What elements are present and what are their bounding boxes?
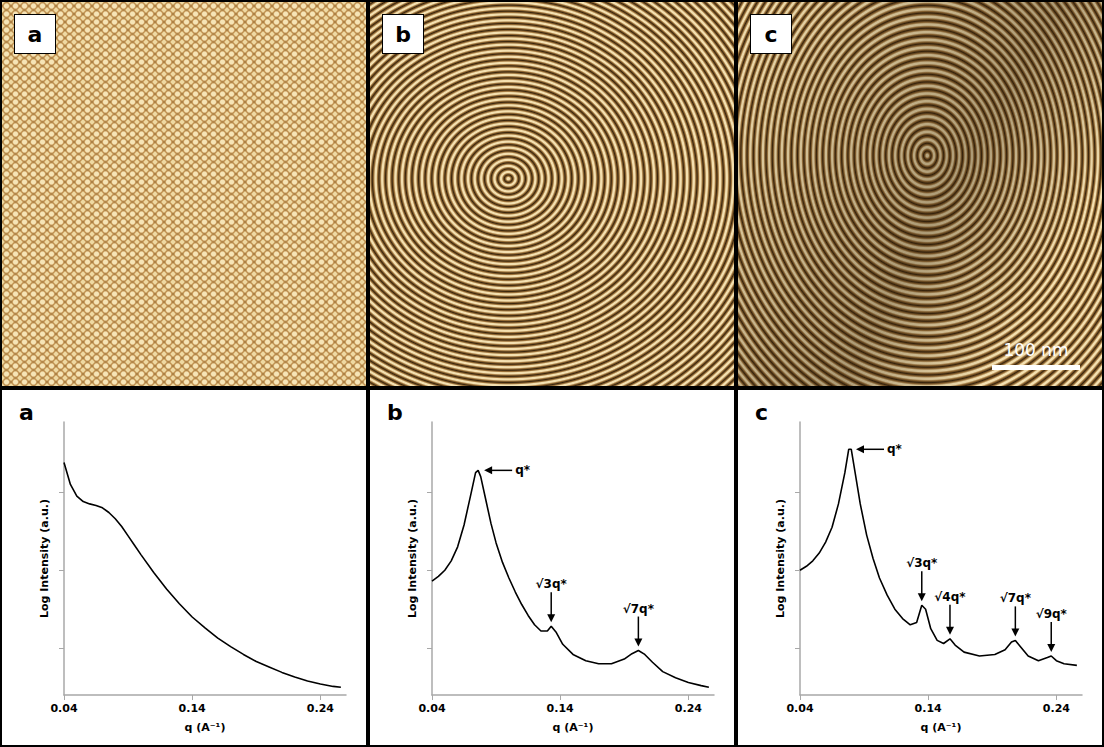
svg-text:Log Intensity (a.u.): Log Intensity (a.u.) <box>774 499 787 618</box>
svg-text:√3q*: √3q* <box>536 577 568 591</box>
svg-text:0.24: 0.24 <box>1043 702 1070 715</box>
svg-text:Log Intensity (a.u.): Log Intensity (a.u.) <box>406 499 419 618</box>
svg-text:0.14: 0.14 <box>915 702 942 715</box>
svg-text:√4q*: √4q* <box>934 590 966 604</box>
svg-text:0.24: 0.24 <box>307 702 334 715</box>
html-text:100 nm: 100 nm <box>1003 340 1069 360</box>
svg-text:√7q*: √7q* <box>1000 591 1032 605</box>
svg-text:q*: q* <box>887 442 903 456</box>
svg-text:√9q*: √9q* <box>1036 607 1068 621</box>
html-text:c: c <box>764 21 778 47</box>
svg-text:√3q*: √3q* <box>906 556 938 570</box>
svg-text:0.04: 0.04 <box>786 702 813 715</box>
html-text:b: b <box>395 21 411 47</box>
svg-text:a: a <box>19 400 34 425</box>
svg-text:q (A⁻¹): q (A⁻¹) <box>185 721 226 734</box>
svg-text:0.04: 0.04 <box>418 702 445 715</box>
svg-text:b: b <box>387 400 403 425</box>
svg-text:Log Intensity (a.u.): Log Intensity (a.u.) <box>38 499 51 618</box>
svg-text:q (A⁻¹): q (A⁻¹) <box>921 721 962 734</box>
svg-text:0.14: 0.14 <box>547 702 574 715</box>
svg-text:0.14: 0.14 <box>179 702 206 715</box>
svg-text:0.24: 0.24 <box>675 702 702 715</box>
svg-text:0.04: 0.04 <box>50 702 77 715</box>
svg-text:q*: q* <box>515 463 531 477</box>
svg-text:q (A⁻¹): q (A⁻¹) <box>553 721 594 734</box>
html-text:a: a <box>27 21 43 47</box>
svg-text:√7q*: √7q* <box>623 602 655 616</box>
svg-text:c: c <box>755 400 768 425</box>
